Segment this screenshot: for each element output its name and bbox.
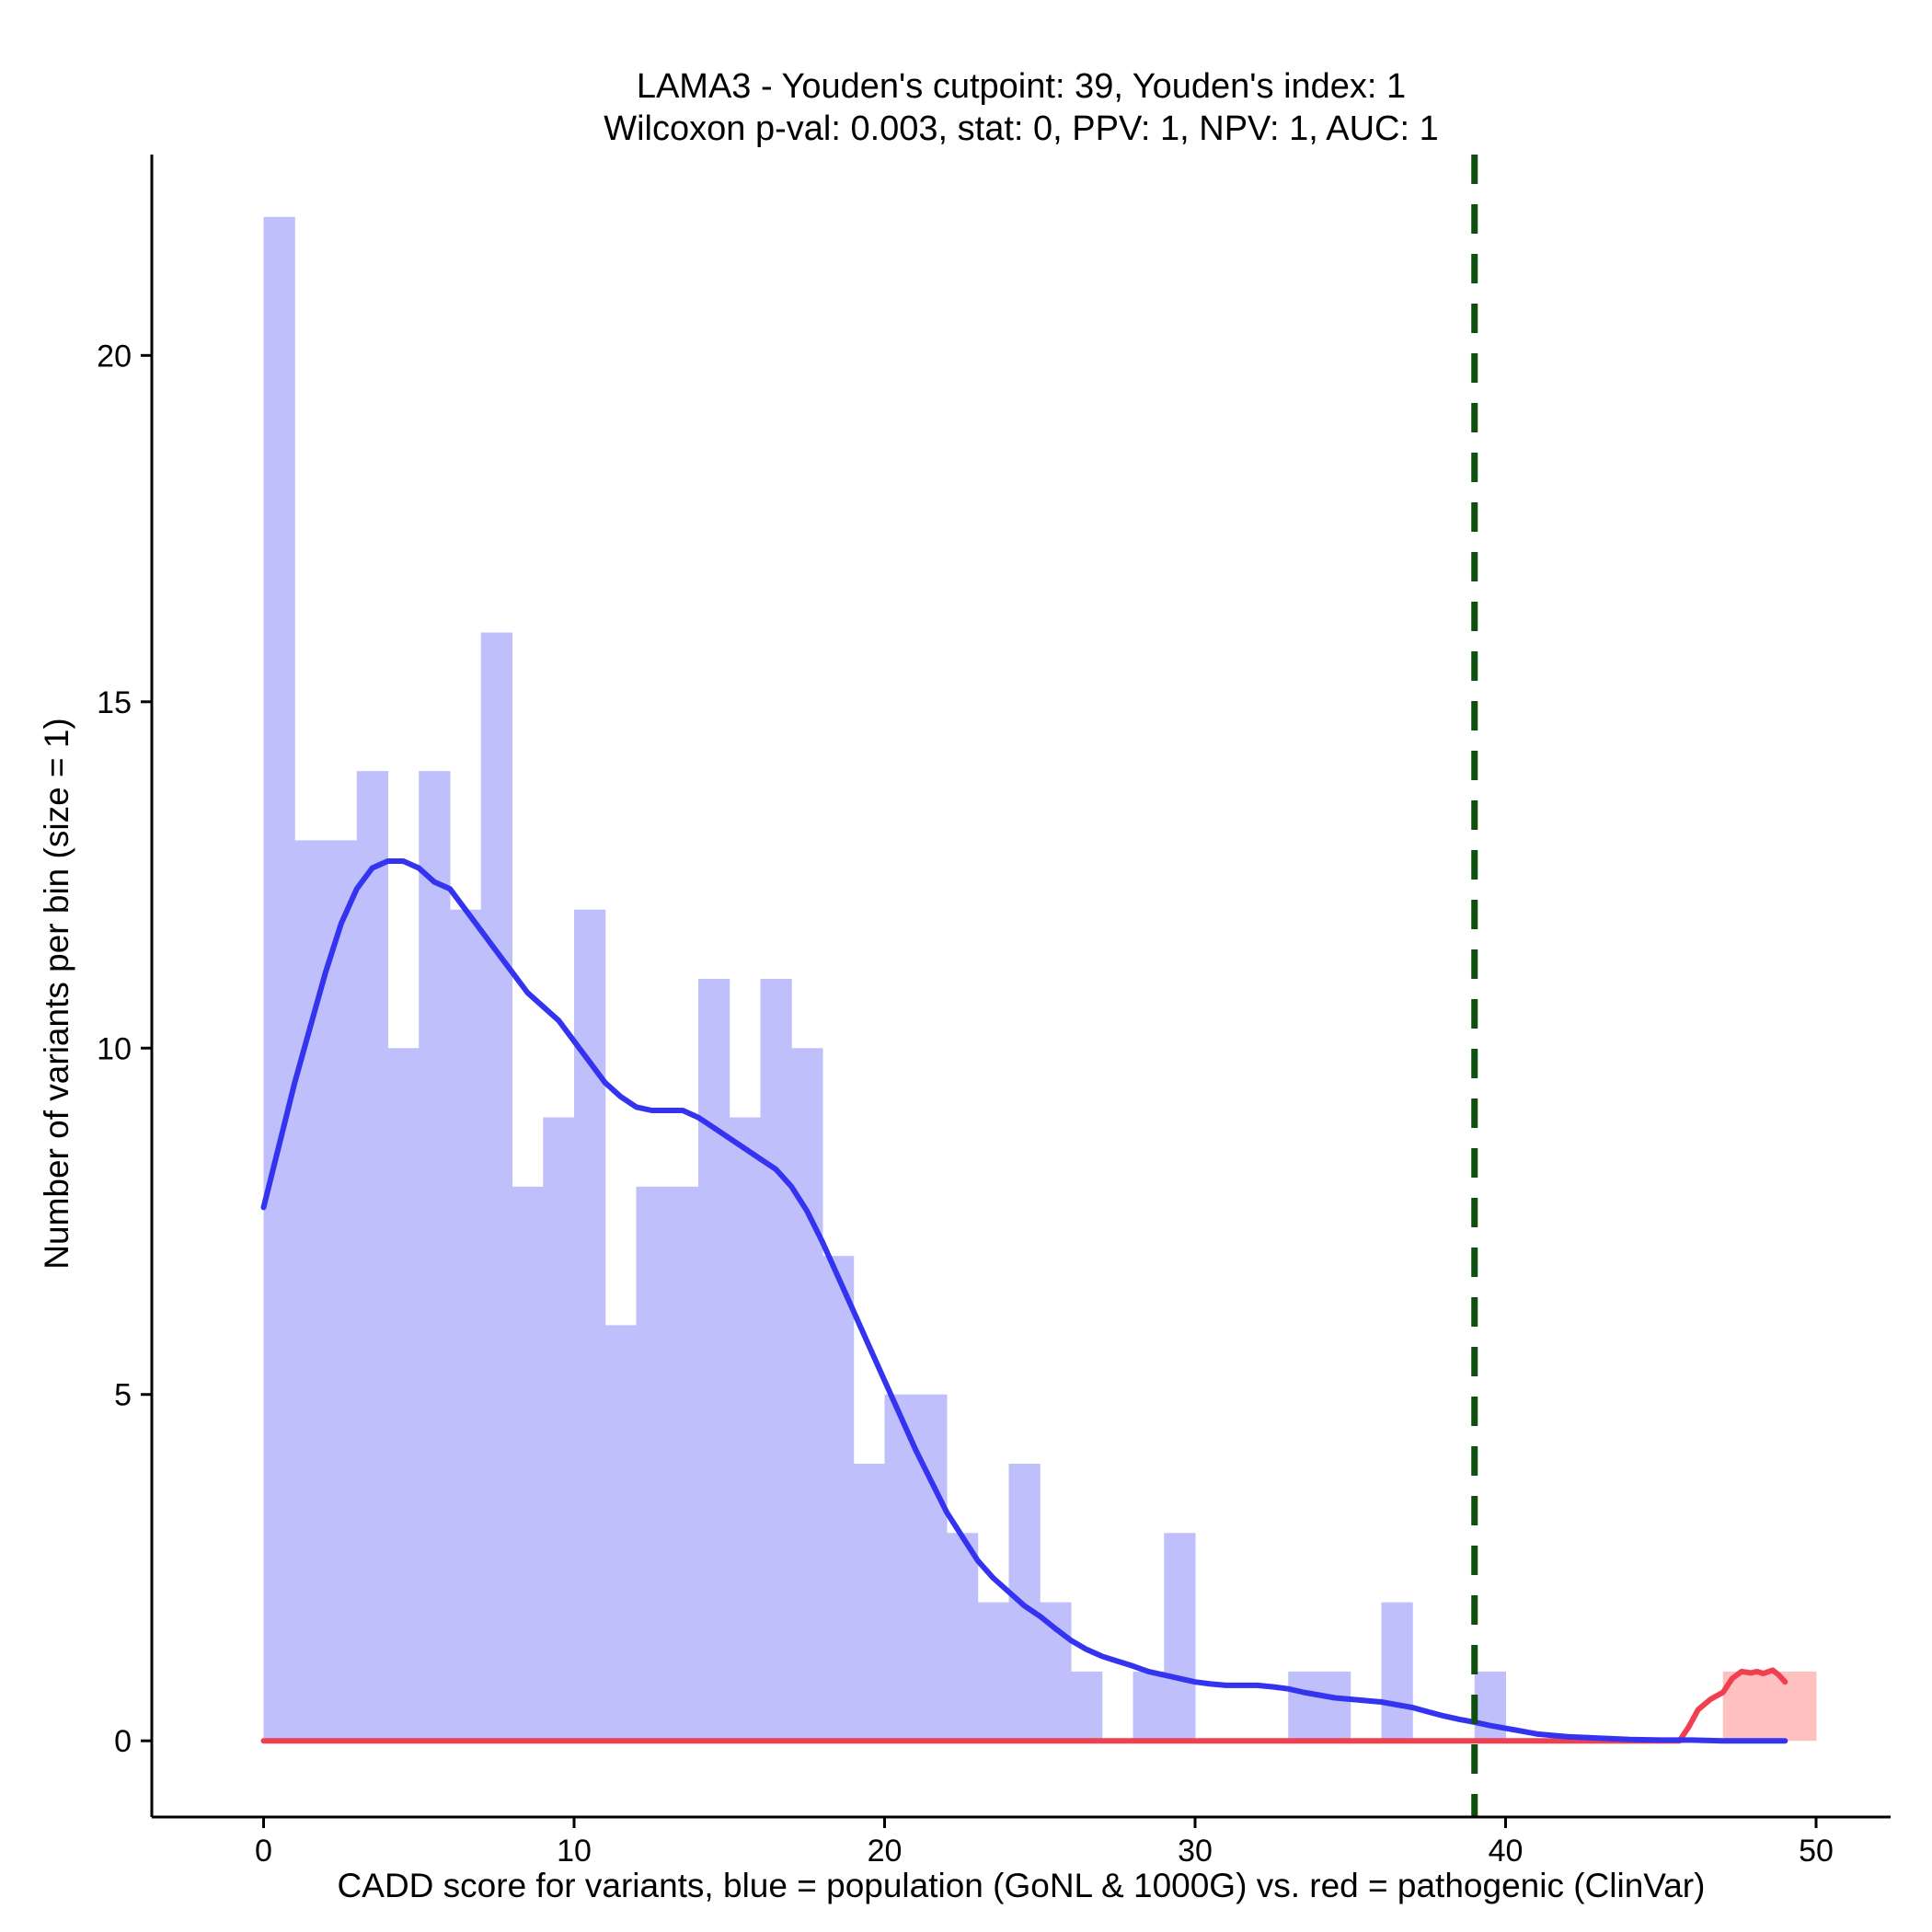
population-bar-9 [543,1117,575,1742]
population-bar-2 [326,840,358,1742]
population-bar-11 [604,1325,637,1742]
x-tick-label-20: 20 [868,1834,903,1869]
population-bar-0 [263,216,295,1742]
population-bar-39 [1474,1671,1506,1742]
y-axis-label: Number of variants per bin (size = 1) [38,718,75,1269]
pathogenic-bar-48 [1754,1671,1786,1742]
x-tick-label-50: 50 [1799,1834,1834,1869]
x-tick-label-10: 10 [557,1834,592,1869]
population-bar-1 [294,840,327,1742]
population-density-line [260,858,1788,1744]
population-bar-33 [1288,1671,1320,1742]
pathogenic-density-line [260,1667,1788,1744]
population-bar-21 [915,1394,948,1742]
population-bar-29 [1164,1533,1196,1742]
population-bar-8 [512,1186,544,1742]
chart-title-line2: Wilcoxon p-val: 0.003, stat: 0, PPV: 1, … [604,109,1438,148]
population-bar-4 [387,1048,420,1742]
population-bar-6 [450,909,482,1742]
population-bar-17 [791,1048,823,1742]
population-bar-3 [356,771,388,1742]
population-bar-10 [574,909,606,1742]
y-tick-label-0: 0 [114,1724,132,1759]
population-bar-14 [698,978,730,1742]
population-bar-12 [636,1186,668,1742]
population-bar-23 [977,1602,1009,1742]
x-tick-label-0: 0 [255,1834,272,1869]
population-bar-28 [1133,1671,1165,1742]
population-bar-15 [729,1117,761,1742]
y-tick-label-15: 15 [97,685,132,720]
histogram-bars [263,216,1817,1742]
population-bar-7 [480,632,512,1742]
pathogenic-bar-49 [1785,1671,1817,1742]
population-bar-26 [1071,1671,1103,1742]
population-bar-13 [667,1186,699,1742]
population-bar-36 [1381,1602,1413,1742]
population-bar-22 [947,1533,979,1742]
chart-title-line1: LAMA3 - Youden's cutpoint: 39, Youden's … [637,67,1406,106]
population-bar-5 [419,771,451,1742]
x-tick-label-40: 40 [1489,1834,1524,1869]
x-tick-label-30: 30 [1178,1834,1213,1869]
y-tick-label-5: 5 [114,1378,132,1413]
y-tick-label-20: 20 [97,339,132,374]
population-bar-16 [760,978,792,1742]
y-tick-label-10: 10 [97,1031,132,1066]
density-lines [260,155,1788,1817]
population-bar-34 [1319,1671,1351,1742]
x-axis-label: CADD score for variants, blue = populati… [338,1867,1706,1904]
population-bar-20 [884,1394,916,1742]
axes: 0 10 20 30 40 50 0 5 10 15 20 [97,155,1891,1869]
population-bar-18 [822,1256,855,1742]
population-bar-19 [853,1464,885,1742]
